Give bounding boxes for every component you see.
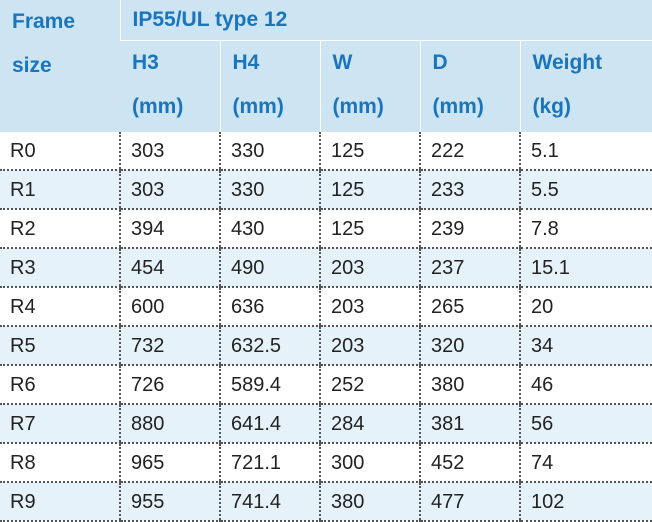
header-text: Frame [12, 0, 120, 44]
value-cell: 56 [520, 404, 652, 443]
value-cell: 20 [520, 287, 652, 326]
value-cell: 330 [220, 170, 320, 209]
value-cell: 303 [120, 132, 220, 170]
value-cell: 265 [420, 287, 520, 326]
frame-size-cell: R6 [0, 365, 120, 404]
value-cell: 320 [420, 326, 520, 365]
value-cell: 477 [420, 482, 520, 521]
value-cell: 284 [320, 404, 420, 443]
value-cell: 233 [420, 170, 520, 209]
frame-size-cell: R2 [0, 209, 120, 248]
value-cell: 741.4 [220, 482, 320, 521]
value-cell: 380 [420, 365, 520, 404]
column-unit: (mm) [433, 85, 520, 129]
value-cell: 490 [220, 248, 320, 287]
value-cell: 430 [220, 209, 320, 248]
value-cell: 125 [320, 209, 420, 248]
value-cell: 965 [120, 443, 220, 482]
value-cell: 303 [120, 170, 220, 209]
column-unit: (mm) [132, 85, 220, 129]
value-cell: 589.4 [220, 365, 320, 404]
column-unit: (mm) [333, 85, 420, 129]
value-cell: 721.1 [220, 443, 320, 482]
frame-size-cell: R9 [0, 482, 120, 521]
column-unit: (mm) [233, 85, 320, 129]
value-cell: 5.5 [520, 170, 652, 209]
value-cell: 726 [120, 365, 220, 404]
value-cell: 732 [120, 326, 220, 365]
column-header: Weight(kg) [520, 41, 652, 133]
column-name: H4 [233, 41, 320, 85]
column-name: W [333, 41, 420, 85]
value-cell: 203 [320, 287, 420, 326]
column-header: D(mm) [420, 41, 520, 133]
value-cell: 252 [320, 365, 420, 404]
value-cell: 955 [120, 482, 220, 521]
frame-size-cell: R5 [0, 326, 120, 365]
value-cell: 102 [520, 482, 652, 521]
value-cell: 46 [520, 365, 652, 404]
column-header: H3(mm) [120, 41, 220, 133]
frame-size-cell: R7 [0, 404, 120, 443]
header-text: size [12, 44, 120, 88]
value-cell: 222 [420, 132, 520, 170]
frame-size-cell: R0 [0, 132, 120, 170]
value-cell: 74 [520, 443, 652, 482]
column-name: D [433, 41, 520, 85]
column-name: Weight [533, 41, 652, 85]
frame-size-cell: R1 [0, 170, 120, 209]
value-cell: 394 [120, 209, 220, 248]
value-cell: 381 [420, 404, 520, 443]
value-cell: 125 [320, 170, 420, 209]
value-cell: 380 [320, 482, 420, 521]
value-cell: 237 [420, 248, 520, 287]
value-cell: 454 [120, 248, 220, 287]
value-cell: 636 [220, 287, 320, 326]
frame-size-cell: R4 [0, 287, 120, 326]
value-cell: 452 [420, 443, 520, 482]
value-cell: 34 [520, 326, 652, 365]
column-header: W(mm) [320, 41, 420, 133]
value-cell: 7.8 [520, 209, 652, 248]
value-cell: 632.5 [220, 326, 320, 365]
value-cell: 641.4 [220, 404, 320, 443]
frame-size-cell: R3 [0, 248, 120, 287]
column-unit: (kg) [533, 85, 652, 129]
value-cell: 239 [420, 209, 520, 248]
frame-size-cell: R8 [0, 443, 120, 482]
value-cell: 125 [320, 132, 420, 170]
group-header: IP55/UL type 12 [120, 0, 652, 41]
value-cell: 330 [220, 132, 320, 170]
column-name: H3 [132, 41, 220, 85]
value-cell: 880 [120, 404, 220, 443]
value-cell: 203 [320, 248, 420, 287]
value-cell: 600 [120, 287, 220, 326]
value-cell: 203 [320, 326, 420, 365]
value-cell: 15.1 [520, 248, 652, 287]
column-header: H4(mm) [220, 41, 320, 133]
value-cell: 300 [320, 443, 420, 482]
value-cell: 5.1 [520, 132, 652, 170]
